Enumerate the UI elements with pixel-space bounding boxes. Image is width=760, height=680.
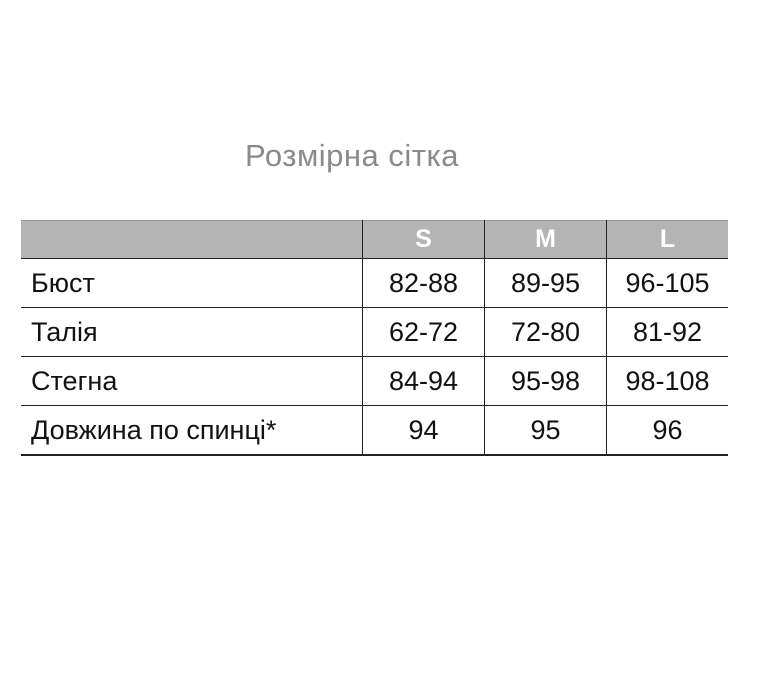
- cell-value: 82-88: [362, 258, 485, 308]
- cell-value: 98-108: [606, 356, 728, 406]
- header-size-l: L: [606, 220, 728, 259]
- table-row: Довжина по спинці* 94 95 96: [21, 405, 728, 456]
- row-label: Стегна: [21, 356, 363, 406]
- table-row: Бюст 82-88 89-95 96-105: [21, 258, 728, 308]
- row-label: Бюст: [21, 258, 363, 308]
- table-row: Талія 62-72 72-80 81-92: [21, 307, 728, 357]
- size-chart-table: S M L Бюст 82-88 89-95 96-105 Талія 62-7…: [21, 220, 728, 456]
- table-row: Стегна 84-94 95-98 98-108: [21, 356, 728, 406]
- cell-value: 94: [362, 405, 485, 456]
- cell-value: 96: [606, 405, 728, 456]
- cell-value: 89-95: [484, 258, 607, 308]
- page-title: Розмірна сітка: [245, 138, 459, 173]
- row-label: Довжина по спинці*: [21, 405, 363, 456]
- cell-value: 72-80: [484, 307, 607, 357]
- header-blank-cell: [21, 220, 363, 259]
- table-header-row: S M L: [21, 220, 728, 259]
- cell-value: 62-72: [362, 307, 485, 357]
- row-label: Талія: [21, 307, 363, 357]
- cell-value: 95-98: [484, 356, 607, 406]
- header-size-m: M: [484, 220, 607, 259]
- cell-value: 84-94: [362, 356, 485, 406]
- cell-value: 96-105: [606, 258, 728, 308]
- cell-value: 95: [484, 405, 607, 456]
- cell-value: 81-92: [606, 307, 728, 357]
- header-size-s: S: [362, 220, 485, 259]
